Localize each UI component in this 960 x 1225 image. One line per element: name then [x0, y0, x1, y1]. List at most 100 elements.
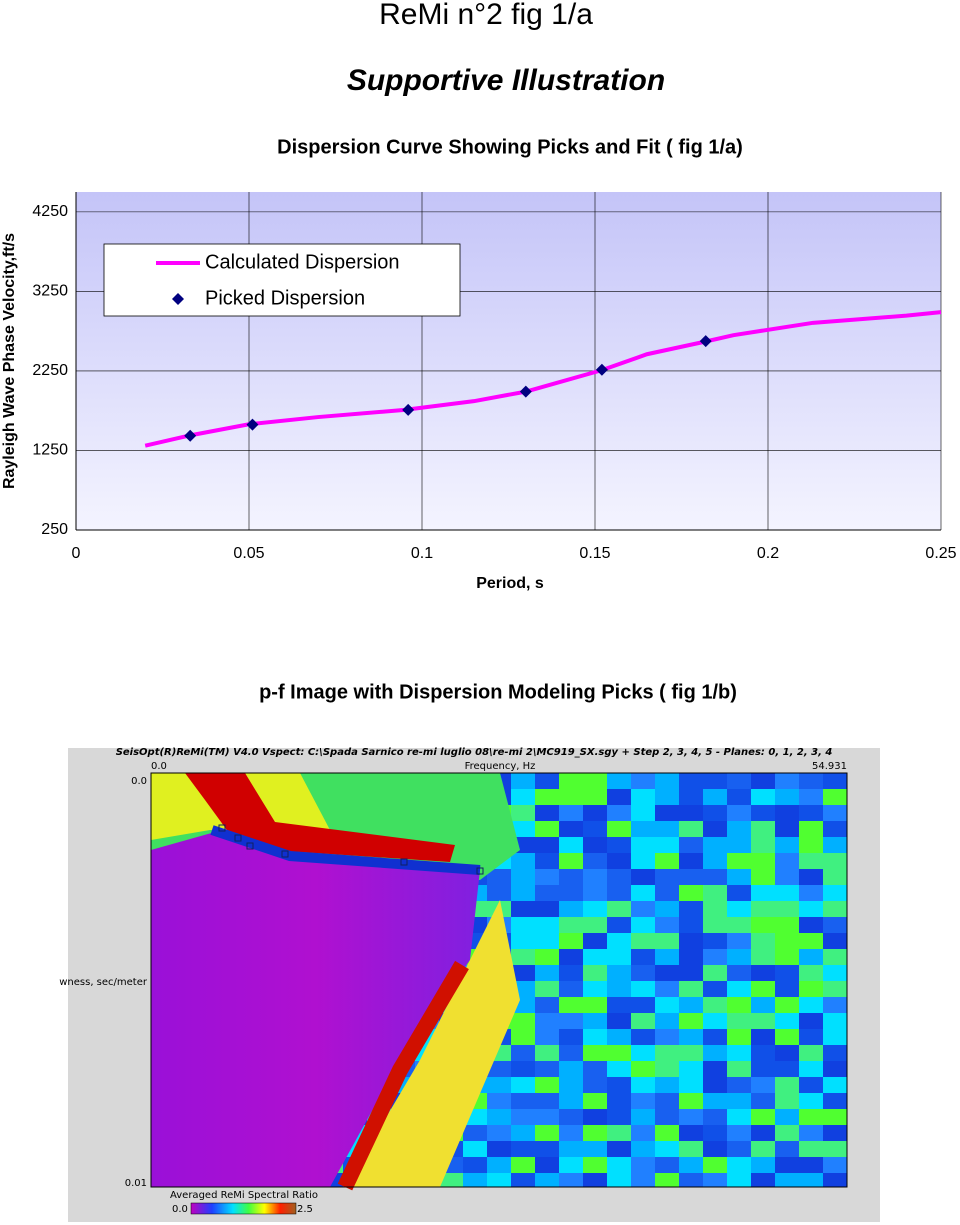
heat-cell	[607, 1061, 631, 1077]
heat-cell	[583, 1125, 607, 1141]
heat-cell	[511, 1029, 535, 1045]
heat-cell	[655, 837, 679, 853]
heat-cell	[799, 869, 823, 885]
heat-cell	[799, 1061, 823, 1077]
legend-swatch	[172, 293, 184, 305]
heat-cell	[511, 933, 535, 949]
heat-cell	[583, 821, 607, 837]
heat-cell	[823, 1045, 847, 1061]
heat-cell	[751, 917, 775, 933]
heat-cell	[607, 949, 631, 965]
heat-cell	[583, 1061, 607, 1077]
heat-cell	[535, 1029, 559, 1045]
heat-ridge	[210, 825, 481, 875]
heat-cell	[727, 805, 751, 821]
heat-ridge	[337, 960, 469, 1191]
heat-cell	[559, 1109, 583, 1125]
heat-cell	[751, 821, 775, 837]
heat-cell	[559, 853, 583, 869]
heat-cell	[655, 805, 679, 821]
heat-cell	[703, 821, 727, 837]
heat-cell	[631, 853, 655, 869]
heat-cell	[631, 949, 655, 965]
heat-cell	[799, 1029, 823, 1045]
heat-cell	[511, 1125, 535, 1141]
heat-cell	[487, 1173, 511, 1187]
heat-cell	[607, 837, 631, 853]
heat-cell	[751, 1061, 775, 1077]
pick-point	[519, 385, 532, 398]
heat-cell	[823, 1109, 847, 1125]
heat-cell	[679, 933, 703, 949]
heat-cell	[727, 1029, 751, 1045]
heat-cell	[655, 1141, 679, 1157]
heat-cell	[775, 1109, 799, 1125]
heat-cell	[535, 805, 559, 821]
heat-cell	[823, 821, 847, 837]
heat-cell	[559, 1061, 583, 1077]
colorbar	[190, 1202, 297, 1215]
heat-cell	[487, 885, 511, 901]
heat-cell	[703, 997, 727, 1013]
heat-cell	[727, 1093, 751, 1109]
x-tick-label: 0.25	[925, 545, 956, 562]
heat-cell	[727, 1077, 751, 1093]
heat-cell	[727, 1157, 751, 1173]
heat-cell	[583, 949, 607, 965]
image-y-min: 0.0	[131, 776, 147, 787]
heat-cell	[583, 1141, 607, 1157]
heat-cell	[679, 1045, 703, 1061]
pick-point	[699, 335, 712, 348]
heat-cell	[823, 1173, 847, 1187]
heat-cell	[703, 1109, 727, 1125]
heat-cell	[559, 773, 583, 789]
heat-cell	[775, 965, 799, 981]
heat-cell	[487, 869, 511, 885]
heat-cell	[799, 1173, 823, 1187]
heat-cell	[607, 917, 631, 933]
heat-cell	[775, 949, 799, 965]
heat-cell	[703, 1077, 727, 1093]
heat-region	[151, 832, 480, 1187]
heat-pick	[281, 850, 289, 858]
heat-cell	[535, 1157, 559, 1173]
heat-cell	[607, 997, 631, 1013]
heat-cell	[727, 1045, 751, 1061]
heat-cell	[535, 949, 559, 965]
heat-cell	[655, 1109, 679, 1125]
heat-cell	[775, 981, 799, 997]
heat-cell	[511, 901, 535, 917]
heat-cell	[583, 1029, 607, 1045]
image-x-label: Frequency, Hz	[465, 761, 536, 772]
heat-cell	[631, 1045, 655, 1061]
heat-cell	[775, 1157, 799, 1173]
heat-cell	[535, 981, 559, 997]
heat-cell	[511, 1061, 535, 1077]
plot-area	[76, 192, 941, 530]
heat-cell	[559, 949, 583, 965]
heat-cell	[679, 981, 703, 997]
heat-cell	[775, 933, 799, 949]
heat-cell	[799, 917, 823, 933]
heat-cell	[631, 1077, 655, 1093]
heat-cell	[511, 1157, 535, 1173]
heat-cell	[751, 981, 775, 997]
heat-cell	[703, 1157, 727, 1173]
heat-cell	[679, 917, 703, 933]
heat-cell	[607, 821, 631, 837]
heat-cell	[631, 837, 655, 853]
heat-cell	[727, 1061, 751, 1077]
heat-cell	[559, 805, 583, 821]
heat-cell	[679, 997, 703, 1013]
heat-cell	[535, 1125, 559, 1141]
heat-cell	[511, 1013, 535, 1029]
heat-cell	[823, 981, 847, 997]
y-tick-label: 3250	[32, 283, 68, 300]
heat-cell	[703, 1061, 727, 1077]
heat-cell	[775, 917, 799, 933]
heat-cell	[823, 917, 847, 933]
heat-cell	[511, 853, 535, 869]
heat-cell	[655, 1125, 679, 1141]
heat-cell	[799, 965, 823, 981]
heat-cell	[607, 1093, 631, 1109]
